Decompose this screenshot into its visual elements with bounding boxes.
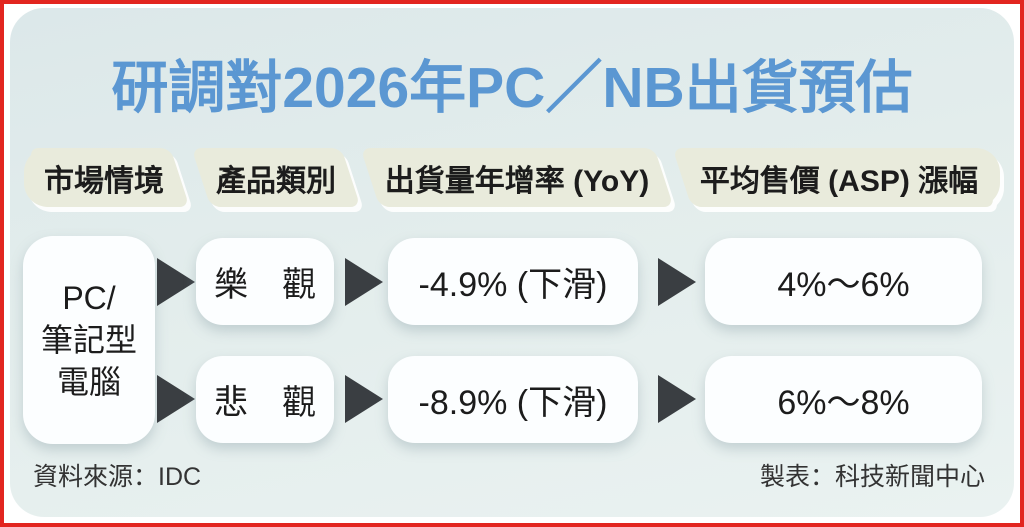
column-header-product-category: 產品類別 xyxy=(191,148,361,207)
segment-line: 筆記型 xyxy=(40,321,137,358)
table-credit-note: 製表：科技新聞中心 xyxy=(759,463,985,491)
column-header-label: 平均售價 (ASP) 漲幅 xyxy=(699,164,979,198)
segment-line: PC/ xyxy=(62,279,116,316)
flow-arrow-icon xyxy=(658,258,696,306)
column-header-market-scenario: 市場情境 xyxy=(24,148,190,207)
column-header-label: 產品類別 xyxy=(216,164,336,198)
column-header-label: 市場情境 xyxy=(44,164,164,198)
column-header-shipment-yoy: 出貨量年增率 (YoY) xyxy=(360,148,674,207)
pill-right-cap xyxy=(813,148,1000,207)
asp-optimistic-value: 4%～6% xyxy=(705,238,982,325)
infographic-panel: 研調對2026年PC／NB出貨預估 市場情境 產品類別 出貨量年增率 (YoY)… xyxy=(10,8,1014,517)
flow-arrow-icon xyxy=(157,258,195,306)
yoy-optimistic-value: -4.9% (下滑) xyxy=(388,238,638,325)
flow-arrow-icon xyxy=(345,375,383,423)
asp-pessimistic-value: 6%～8% xyxy=(705,356,982,443)
pill-left-cap xyxy=(24,148,117,207)
page-title: 研調對2026年PC／NB出貨預估 xyxy=(111,56,913,120)
flow-arrow-icon xyxy=(658,375,696,423)
segment-line: 電腦 xyxy=(56,364,121,401)
scenario-optimistic-box: 樂 觀 xyxy=(196,238,334,325)
yoy-pessimistic-value: -8.9% (下滑) xyxy=(388,356,638,443)
flow-arrow-icon xyxy=(345,258,383,306)
data-source-note: 資料來源：IDC xyxy=(33,463,202,491)
flow-arrow-icon xyxy=(157,375,195,423)
segment-box-pc-notebook: PC/ 筆記型 電腦 xyxy=(23,236,155,444)
column-header-label: 出貨量年增率 (YoY) xyxy=(384,164,650,198)
scenario-pessimistic-box: 悲 觀 xyxy=(196,356,334,443)
column-header-asp-change: 平均售價 (ASP) 漲幅 xyxy=(672,148,1000,207)
